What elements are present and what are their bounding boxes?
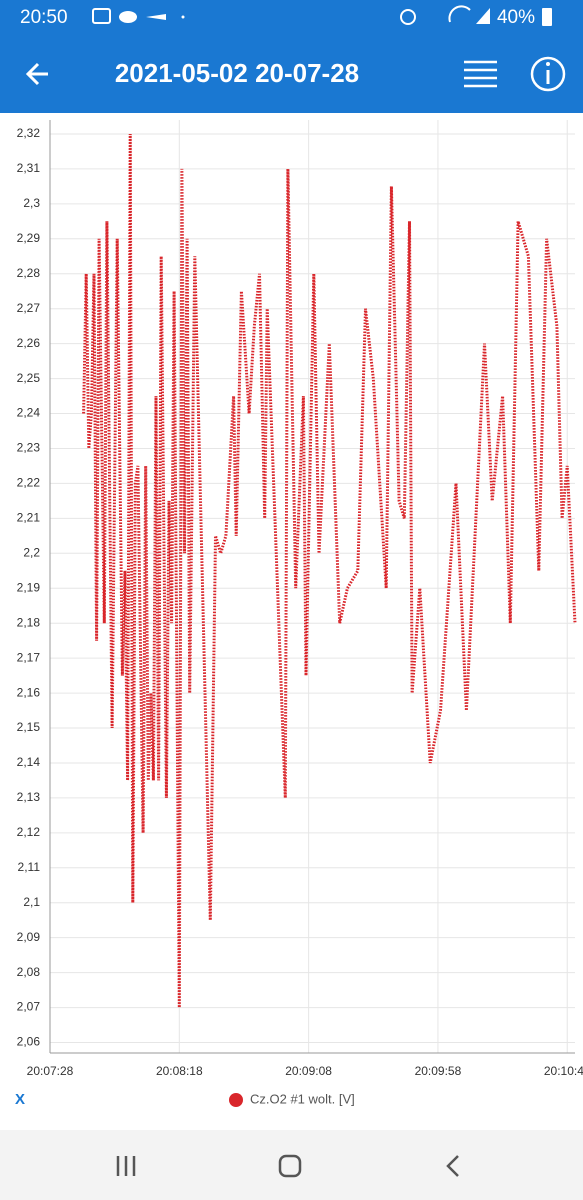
legend-swatch bbox=[229, 1093, 243, 1107]
chart: 2,06 2,07 2,08 2,09 2,1 2,11 2,12 2,13 2,14 2,15 2… bbox=[15, 120, 583, 1108]
y-tick-label: 2,15 bbox=[17, 720, 41, 734]
y-tick-label: 2,32 bbox=[17, 126, 41, 140]
info-button[interactable] bbox=[530, 56, 566, 92]
y-tick-label: 2,28 bbox=[17, 266, 41, 280]
x-tick-label: 20:08:18 bbox=[156, 1064, 203, 1078]
y-tick-label: 2,25 bbox=[17, 371, 41, 385]
y-tick-label: 2,1 bbox=[23, 895, 40, 909]
status-time: 20:50 bbox=[20, 7, 68, 28]
y-tick-label: 2,13 bbox=[17, 790, 41, 804]
y-tick-label: 2,12 bbox=[17, 825, 41, 839]
x-tick-label: 20:09:58 bbox=[415, 1064, 462, 1078]
y-tick-label: 2,06 bbox=[17, 1035, 41, 1049]
y-tick-label: 2,16 bbox=[17, 685, 41, 699]
status-icons bbox=[92, 5, 552, 26]
y-tick-label: 2,11 bbox=[18, 860, 41, 874]
y-tick-label: 2,29 bbox=[17, 231, 41, 245]
y-tick-label: 2,3 bbox=[23, 196, 40, 210]
app-title: 2021-05-02 20-07-28 bbox=[115, 58, 359, 88]
x-tick-label: 20:10:48 bbox=[544, 1064, 583, 1078]
x-tick-label: 20:09:08 bbox=[285, 1064, 332, 1078]
y-tick-label: 2,24 bbox=[17, 406, 41, 420]
legend-label: Cz.O2 #1 wolt. [V] bbox=[250, 1091, 355, 1106]
chart-bg bbox=[0, 113, 583, 1130]
x-axis-label: X bbox=[15, 1091, 25, 1108]
nav-icons bbox=[116, 1154, 459, 1178]
y-tick-label: 2,17 bbox=[17, 650, 41, 664]
y-tick-label: 2,22 bbox=[17, 476, 41, 490]
app-bar-bg bbox=[0, 0, 583, 113]
x-tick-label: 20:07:28 bbox=[27, 1064, 74, 1078]
status-battery: 40% bbox=[497, 7, 535, 28]
y-tick-label: 2,23 bbox=[17, 441, 41, 455]
y-tick-label: 2,31 bbox=[17, 161, 41, 175]
y-tick-label: 2,09 bbox=[17, 930, 41, 944]
y-tick-label: 2,14 bbox=[17, 755, 41, 769]
back-button[interactable] bbox=[25, 62, 48, 86]
y-tick-label: 2,18 bbox=[17, 615, 41, 629]
y-tick-label: 2,07 bbox=[17, 1000, 41, 1014]
data-line bbox=[82, 133, 577, 1008]
y-tick-label: 2,2 bbox=[23, 545, 40, 559]
y-tick-label: 2,21 bbox=[17, 511, 41, 525]
list-button[interactable] bbox=[464, 60, 497, 88]
y-tick-label: 2,19 bbox=[17, 580, 41, 594]
nav-bar bbox=[0, 1130, 583, 1200]
y-tick-label: 2,27 bbox=[17, 301, 41, 315]
y-tick-label: 2,26 bbox=[17, 336, 41, 350]
y-tick-label: 2,08 bbox=[17, 965, 41, 979]
